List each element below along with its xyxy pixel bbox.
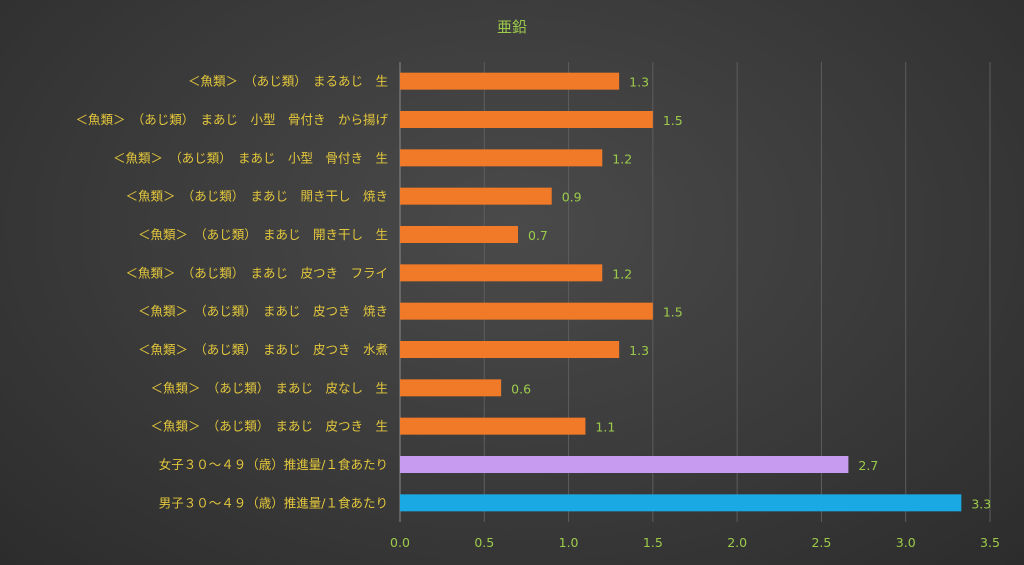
value-label: 0.9 <box>562 190 582 205</box>
bar <box>400 149 603 167</box>
value-label: 2.7 <box>858 458 878 473</box>
x-tick-label: 1.0 <box>559 535 579 550</box>
value-label: 3.3 <box>971 496 991 511</box>
value-label: 1.2 <box>612 151 632 166</box>
value-label: 1.3 <box>629 75 649 90</box>
value-label: 1.1 <box>595 420 615 435</box>
x-tick-label: 2.0 <box>727 535 747 550</box>
gridlines <box>399 62 991 522</box>
bar <box>400 379 502 397</box>
value-label: 0.7 <box>528 228 548 243</box>
bar <box>400 417 586 435</box>
category-labels: ＜魚類＞ （あじ類） まるあじ 生 ＜魚類＞ （あじ類） まあじ 小型 骨付き か… <box>75 74 388 511</box>
bar <box>400 341 620 358</box>
chart-title: 亜鉛 <box>497 18 527 36</box>
category-label: ＜魚類＞ （あじ類） まあじ 皮つき 水煮 <box>138 342 388 357</box>
x-tick-label: 3.5 <box>980 535 1000 550</box>
bar <box>400 494 962 512</box>
bar <box>400 226 518 243</box>
x-tick-label: 3.0 <box>896 535 916 550</box>
bar <box>400 72 620 90</box>
bar <box>400 111 653 128</box>
category-label: 女子３０～４９（歳）推進量/１食あたり <box>159 457 388 472</box>
bar <box>400 264 603 282</box>
category-label: ＜魚類＞ （あじ類） まあじ 皮つき 生 <box>150 419 388 434</box>
category-label: ＜魚類＞ （あじ類） まあじ 開き干し 焼き <box>125 189 388 204</box>
bar <box>400 187 552 205</box>
category-label: ＜魚類＞ （あじ類） まあじ 小型 骨付き から揚げ <box>75 112 388 127</box>
value-label: 1.3 <box>629 343 649 358</box>
value-label: 1.5 <box>663 113 683 128</box>
bars <box>400 72 962 512</box>
bar <box>400 302 653 320</box>
value-label: 0.6 <box>511 381 531 396</box>
category-label: ＜魚類＞ （あじ類） まあじ 皮なし 生 <box>150 380 388 395</box>
x-tick-label: 0.5 <box>474 535 494 550</box>
category-label: ＜魚類＞ （あじ類） まるあじ 生 <box>188 74 388 89</box>
x-tick-label: 0.0 <box>390 535 410 550</box>
value-label: 1.5 <box>663 305 683 320</box>
x-axis-tick-labels: 0.0 0.5 1.0 1.5 2.0 2.5 3.0 3.5 <box>390 535 1000 550</box>
value-label: 1.2 <box>612 266 632 281</box>
bar <box>400 456 849 473</box>
category-label: 男子３０～４９（歳）推進量/１食あたり <box>159 495 388 510</box>
category-label: ＜魚類＞ （あじ類） まあじ 皮つき フライ <box>125 265 388 280</box>
x-tick-label: 2.5 <box>811 535 831 550</box>
category-label: ＜魚類＞ （あじ類） まあじ 開き干し 生 <box>138 227 388 242</box>
value-labels: 1.3 1.5 1.2 0.9 0.7 1.2 1.5 1.3 0.6 1.1 2.7 3.3 <box>511 75 991 512</box>
x-tick-label: 1.5 <box>643 535 663 550</box>
category-label: ＜魚類＞ （あじ類） まあじ 皮つき 焼き <box>138 304 388 319</box>
category-label: ＜魚類＞ （あじ類） まあじ 小型 骨付き 生 <box>113 150 388 165</box>
